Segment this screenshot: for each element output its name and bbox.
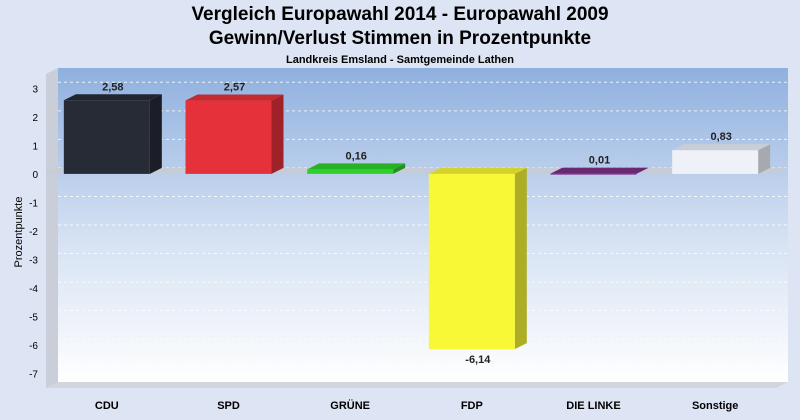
- data-label: 2,58: [102, 81, 123, 93]
- y-tick-label: -3: [29, 256, 38, 267]
- bar-grüne: [307, 163, 406, 174]
- x-tick-label: CDU: [95, 400, 119, 412]
- bar-top: [185, 94, 284, 101]
- bar-front: [63, 100, 150, 174]
- y-axis-label: Prozentpunkte: [13, 197, 25, 268]
- y-tick-label: -7: [29, 370, 38, 381]
- bar-side: [393, 163, 406, 174]
- bar-top: [672, 144, 771, 151]
- bar-front: [550, 173, 637, 175]
- bar-top: [63, 94, 162, 101]
- x-tick-label: GRÜNE: [330, 399, 370, 412]
- x-tick-label: Sonstige: [692, 400, 738, 412]
- x-tick-label: SPD: [217, 400, 240, 412]
- data-label: 0,01: [589, 155, 610, 167]
- chart-subtitle: Landkreis Emsland - Samtgemeinde Lathen: [285, 54, 514, 66]
- y-tick-label: 2: [32, 113, 38, 124]
- bar-top: [550, 167, 649, 174]
- y-tick-label: 0: [32, 170, 38, 181]
- data-label: 0,16: [345, 150, 366, 162]
- bar-side: [149, 94, 162, 174]
- bar-top: [307, 163, 406, 170]
- data-label: 2,57: [224, 82, 245, 94]
- bar-cdu: [63, 94, 162, 174]
- chart-marks: 2,58 CDU 2,57 SPD 0,16 GRÜNE -6,14 FDP 0,01 DIE L…: [63, 81, 771, 412]
- y-tick-label: -5: [29, 313, 38, 324]
- y-tick-label: 3: [32, 84, 38, 95]
- y-tick-label: -6: [29, 341, 38, 352]
- bar-fdp: [428, 167, 527, 350]
- bar-side: [636, 167, 649, 174]
- x-tick-label: FDP: [461, 400, 483, 412]
- floor: [46, 382, 788, 388]
- bar-front: [428, 173, 515, 350]
- y-tick-label: -1: [29, 198, 38, 209]
- x-tick-label: DIE LINKE: [566, 400, 620, 412]
- bar-die-linke: [550, 167, 649, 175]
- bar-front: [672, 150, 759, 174]
- y-tick-label: 1: [32, 141, 38, 152]
- y-tick-label: -4: [29, 284, 38, 295]
- bar-side: [758, 144, 771, 174]
- bar-sonstige: [672, 144, 771, 174]
- left-wall: [46, 68, 58, 388]
- chart-title-2: Gewinn/Verlust Stimmen in Prozentpunkte: [208, 28, 592, 49]
- bar-spd: [185, 94, 284, 174]
- bar-top: [428, 167, 527, 174]
- bar-front: [307, 169, 394, 174]
- data-label: 0,83: [710, 131, 731, 143]
- data-label: -6,14: [465, 354, 491, 366]
- bar-side: [271, 94, 284, 174]
- bar-side: [514, 167, 527, 350]
- chart-title: Vergleich Europawahl 2014 - Europawahl 2…: [191, 4, 609, 25]
- bar-front: [185, 100, 272, 174]
- y-tick-label: -2: [29, 227, 38, 238]
